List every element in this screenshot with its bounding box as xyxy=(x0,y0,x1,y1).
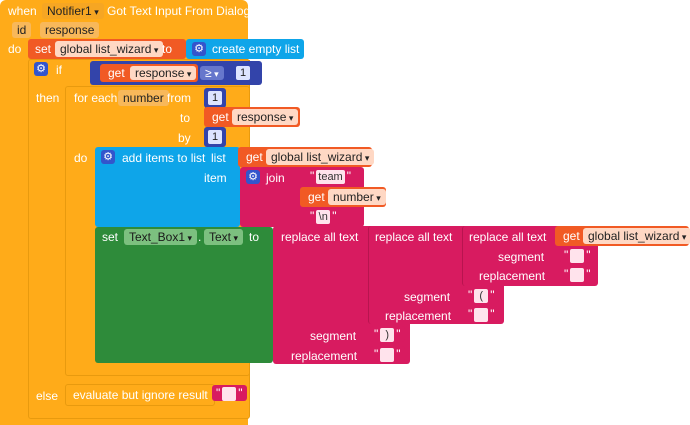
if-label: if xyxy=(56,63,62,77)
replace-get-var-dropdown[interactable]: global list_wizard xyxy=(583,228,690,244)
replace-middle-segment-label: segment xyxy=(404,290,451,304)
join-gear-icon[interactable]: ⚙ xyxy=(246,170,260,184)
middle-segment-string[interactable]: "(" xyxy=(464,287,499,303)
evaluate-string[interactable]: " " xyxy=(212,385,247,401)
outer-replacement-string[interactable]: " " xyxy=(370,346,405,362)
replace-outer-replacement-label: replacement xyxy=(291,349,358,363)
replace-inner-segment-label: segment xyxy=(498,250,545,264)
middle-segment-text[interactable]: ( xyxy=(474,288,489,303)
event-name: Got Text Input From Dialog xyxy=(107,4,251,18)
add-item-label: item xyxy=(204,171,227,185)
do-label: do xyxy=(8,42,22,56)
for-to-get-label: get xyxy=(212,110,229,124)
add-items-label: add items to list xyxy=(122,151,206,165)
by-value[interactable]: 1 xyxy=(208,130,222,144)
set-text-block[interactable] xyxy=(95,227,273,363)
join-string-3-text[interactable]: \n xyxy=(316,209,331,224)
else-label: else xyxy=(36,389,59,403)
inner-segment-text[interactable] xyxy=(570,248,585,263)
evaluate-ignore-label: evaluate but ignore result xyxy=(73,388,208,402)
from-value[interactable]: 1 xyxy=(208,91,222,105)
join-string-1-text[interactable]: team xyxy=(316,169,345,184)
replace-get-label: get xyxy=(563,229,580,243)
add-items-block[interactable] xyxy=(95,147,240,227)
replace-outer-label: replace all text xyxy=(281,230,359,244)
outer-segment-text[interactable]: ) xyxy=(380,327,395,342)
outer-replacement-text[interactable] xyxy=(380,347,395,362)
for-each-label: for each xyxy=(74,91,118,105)
for-each-var[interactable]: number xyxy=(118,90,169,106)
add-list-label: list xyxy=(211,151,226,165)
for-do-label: do xyxy=(74,151,88,165)
create-empty-list-label: create empty list xyxy=(212,42,300,56)
component-dropdown[interactable]: Notifier1 xyxy=(42,3,104,19)
create-empty-list-block[interactable] xyxy=(186,39,304,59)
replace-middle-replacement-label: replacement xyxy=(385,309,452,323)
if-response-dropdown[interactable]: response xyxy=(130,66,197,80)
compare-op-dropdown[interactable]: ≥ xyxy=(200,66,224,80)
then-label: then xyxy=(36,91,60,105)
replace-inner-replacement-label: replacement xyxy=(479,269,546,283)
param-id[interactable]: id xyxy=(12,22,32,38)
join-string-3[interactable]: " \n " xyxy=(306,208,341,224)
join-get-label: get xyxy=(308,190,325,204)
if-gear-icon[interactable]: ⚙ xyxy=(34,62,48,76)
for-to-var-dropdown[interactable]: response xyxy=(232,109,299,125)
replace-outer-segment-label: segment xyxy=(310,329,357,343)
by-label: by xyxy=(178,131,191,145)
add-list-get-label: get xyxy=(246,150,263,164)
inner-segment-string[interactable]: " " xyxy=(560,247,595,263)
for-to-label: to xyxy=(180,111,191,125)
middle-replacement-text[interactable] xyxy=(474,307,489,322)
from-label: from xyxy=(167,91,191,105)
join-string-1[interactable]: " team " xyxy=(306,168,355,184)
join-var-dropdown[interactable]: number xyxy=(328,189,386,205)
textbox-prop-dropdown[interactable]: Text xyxy=(204,229,244,245)
outer-segment-string[interactable]: ") " xyxy=(370,326,405,342)
replace-inner-label: replace all text xyxy=(469,230,547,244)
set-to-label: to xyxy=(162,42,173,56)
compare-value[interactable]: 1 xyxy=(236,66,250,80)
inner-replacement-text[interactable] xyxy=(570,267,585,282)
set-text-dot: . xyxy=(198,230,202,244)
join-label: join xyxy=(266,171,285,185)
add-items-gear-icon[interactable]: ⚙ xyxy=(101,150,115,164)
param-response[interactable]: response xyxy=(40,22,100,38)
textbox-component-dropdown[interactable]: Text_Box1 xyxy=(124,229,198,245)
add-list-var-dropdown[interactable]: global list_wizard xyxy=(266,149,375,165)
set-text-to-label: to xyxy=(249,230,260,244)
set-text-label: set xyxy=(102,230,119,244)
inner-replacement-string[interactable]: " " xyxy=(560,266,595,282)
middle-replacement-string[interactable]: " " xyxy=(464,306,499,322)
if-get-label: get xyxy=(108,66,125,80)
wizard-var-dropdown[interactable]: global list_wizard xyxy=(55,41,164,57)
set-label: set xyxy=(35,42,52,56)
create-list-gear-icon[interactable]: ⚙ xyxy=(192,42,206,56)
replace-middle-label: replace all text xyxy=(375,230,453,244)
when-label: when xyxy=(8,4,37,18)
evaluate-string-text[interactable] xyxy=(222,386,237,401)
